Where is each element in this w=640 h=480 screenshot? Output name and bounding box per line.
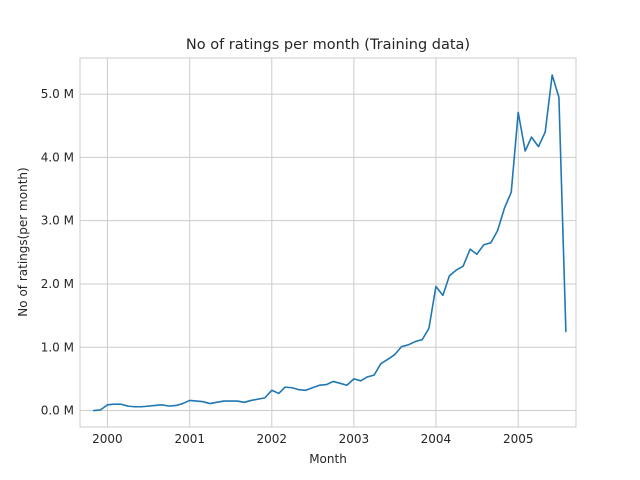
data-point <box>346 384 348 386</box>
data-point <box>538 146 540 148</box>
data-point <box>366 376 368 378</box>
chart-title: No of ratings per month (Training data) <box>186 37 470 53</box>
data-point <box>134 406 136 408</box>
data-point <box>469 248 471 250</box>
data-point <box>278 393 280 395</box>
data-point <box>244 402 246 404</box>
data-point <box>497 230 499 232</box>
y-tick-label: 3.0 M <box>41 214 74 228</box>
data-point <box>155 405 157 407</box>
data-point <box>565 331 567 333</box>
data-point <box>408 344 410 346</box>
y-tick-label: 2.0 M <box>41 277 74 291</box>
data-point <box>326 384 328 386</box>
data-point <box>100 409 102 411</box>
y-tick-label: 5.0 M <box>41 87 74 101</box>
x-tick-label: 2005 <box>503 432 534 446</box>
data-point <box>257 398 259 400</box>
data-point <box>456 269 458 271</box>
data-point <box>202 401 204 403</box>
data-point <box>209 403 211 405</box>
data-point <box>291 387 293 389</box>
data-point <box>517 112 519 114</box>
y-tick-label: 0.0 M <box>41 404 74 418</box>
series-line <box>92 74 567 412</box>
data-point <box>551 74 553 76</box>
data-point <box>271 389 273 391</box>
data-point <box>373 374 375 376</box>
data-point <box>319 384 321 386</box>
data-point <box>483 244 485 246</box>
data-point <box>175 405 177 407</box>
data-point <box>168 405 170 407</box>
x-tick-labels: 2000 2001 2002 2003 2004 2005 <box>92 432 533 446</box>
y-axis-label: No of ratings(per month) <box>16 167 30 316</box>
data-point <box>394 354 396 356</box>
data-point <box>298 389 300 391</box>
data-point <box>442 295 444 297</box>
data-point <box>127 405 129 407</box>
plot-frame <box>79 57 577 428</box>
x-tick-label: 2003 <box>339 432 370 446</box>
data-point <box>339 383 341 385</box>
data-point <box>524 150 526 152</box>
data-point <box>462 265 464 267</box>
data-point <box>161 404 163 406</box>
y-tick-label: 1.0 M <box>41 340 74 354</box>
data-point <box>312 387 314 389</box>
data-point <box>449 275 451 277</box>
data-point <box>558 96 560 98</box>
data-point <box>250 400 252 402</box>
x-tick-label: 2004 <box>421 432 452 446</box>
x-tick-label: 2001 <box>174 432 205 446</box>
data-point <box>490 242 492 244</box>
data-point <box>120 403 122 405</box>
data-point <box>223 400 225 402</box>
x-axis-label: Month <box>309 452 347 466</box>
data-point <box>196 400 198 402</box>
data-point <box>284 386 286 388</box>
data-point <box>189 400 191 402</box>
x-tick-label: 2002 <box>257 432 288 446</box>
data-point <box>114 403 116 405</box>
data-point <box>141 406 143 408</box>
data-point <box>305 389 307 391</box>
data-point <box>428 327 430 329</box>
data-point <box>476 253 478 255</box>
data-point <box>107 404 109 406</box>
data-point <box>148 405 150 407</box>
data-point <box>230 400 232 402</box>
x-tick-label: 2000 <box>92 432 123 446</box>
data-point <box>504 207 506 209</box>
data-point <box>531 136 533 138</box>
y-tick-label: 4.0 M <box>41 150 74 164</box>
data-point <box>264 397 266 399</box>
data-point <box>93 410 95 412</box>
series-layer <box>92 74 567 412</box>
data-point <box>216 402 218 404</box>
data-point <box>182 403 184 405</box>
data-point <box>387 358 389 360</box>
data-point <box>353 378 355 380</box>
data-point <box>237 400 239 402</box>
data-point <box>414 341 416 343</box>
y-tick-labels: 0.0 M 1.0 M 2.0 M 3.0 M 4.0 M 5.0 M <box>41 87 74 417</box>
data-point <box>332 381 334 383</box>
data-point <box>360 380 362 382</box>
data-point <box>380 363 382 365</box>
data-point <box>544 131 546 133</box>
data-point <box>401 346 403 348</box>
data-point <box>510 191 512 193</box>
data-point <box>435 286 437 288</box>
data-point <box>421 339 423 341</box>
